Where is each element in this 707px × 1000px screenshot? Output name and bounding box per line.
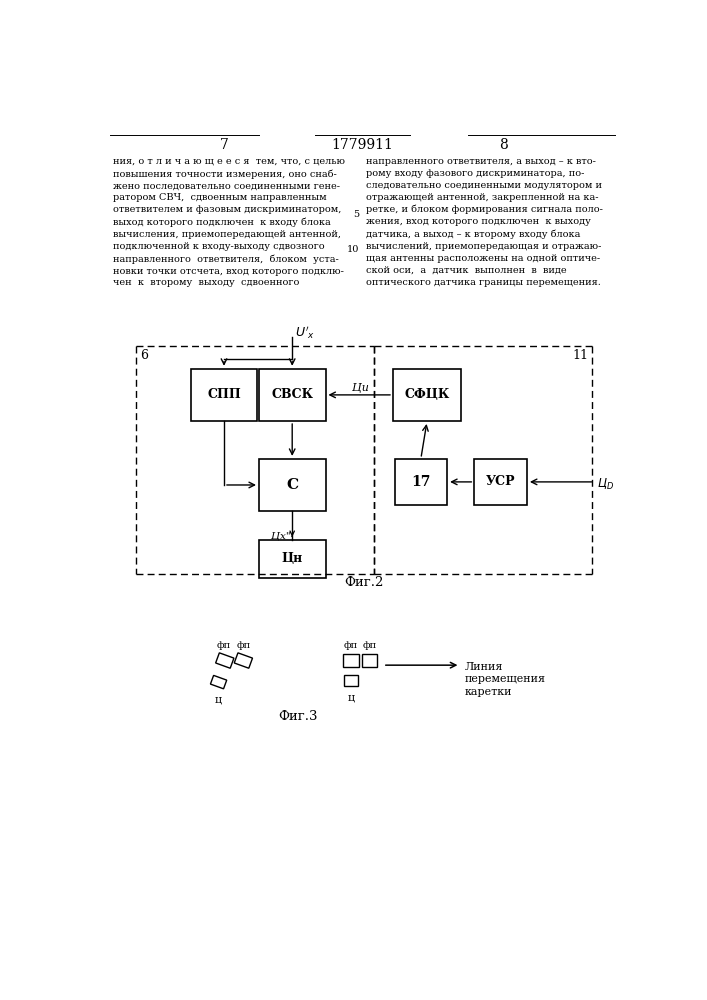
Text: УСР: УСР xyxy=(486,475,515,488)
Bar xyxy=(362,654,378,667)
Bar xyxy=(234,653,252,668)
Bar xyxy=(344,654,359,667)
Bar xyxy=(259,459,325,511)
Text: СПП: СПП xyxy=(207,388,241,401)
Bar xyxy=(211,675,227,689)
Text: ц: ц xyxy=(348,692,355,702)
Text: 7: 7 xyxy=(220,138,228,152)
Text: фп: фп xyxy=(344,641,358,650)
Text: фп: фп xyxy=(363,641,377,650)
Text: фп: фп xyxy=(217,641,231,650)
Text: Линия
перемещения
каретки: Линия перемещения каретки xyxy=(464,662,545,697)
Bar xyxy=(259,369,325,421)
Text: СФЦК: СФЦК xyxy=(404,388,450,401)
Bar xyxy=(395,459,448,505)
Text: Цu: Цu xyxy=(352,383,369,393)
Bar xyxy=(191,369,257,421)
Bar xyxy=(216,653,234,668)
Text: 17: 17 xyxy=(411,475,431,489)
Text: ц: ц xyxy=(215,694,222,704)
Text: СВСК: СВСК xyxy=(271,388,313,401)
Text: 1779911: 1779911 xyxy=(331,138,393,152)
Bar xyxy=(344,675,358,686)
Text: 10: 10 xyxy=(346,245,359,254)
Text: Фиг.3: Фиг.3 xyxy=(278,710,317,723)
Text: ния, о т л и ч а ю щ е е с я  тем, что, с целью
повышения точности измерения, он: ния, о т л и ч а ю щ е е с я тем, что, с… xyxy=(113,157,345,287)
Text: Цн: Цн xyxy=(281,552,303,565)
Text: Фиг.2: Фиг.2 xyxy=(344,576,384,588)
Text: фп: фп xyxy=(236,641,250,650)
Bar xyxy=(474,459,527,505)
Text: $U'_x$: $U'_x$ xyxy=(296,324,315,341)
Text: 5: 5 xyxy=(353,210,359,219)
Text: С: С xyxy=(286,478,298,492)
Bar xyxy=(259,540,325,578)
Text: направленного ответвителя, а выход – к вто-
рому входу фазового дискриминатора, : направленного ответвителя, а выход – к в… xyxy=(366,157,602,287)
Text: 6: 6 xyxy=(140,349,148,362)
Text: Цx": Цx" xyxy=(271,531,291,540)
Text: $Ц_D$: $Ц_D$ xyxy=(597,477,614,492)
Bar xyxy=(393,369,461,421)
Text: 8: 8 xyxy=(498,138,508,152)
Text: 11: 11 xyxy=(572,349,588,362)
